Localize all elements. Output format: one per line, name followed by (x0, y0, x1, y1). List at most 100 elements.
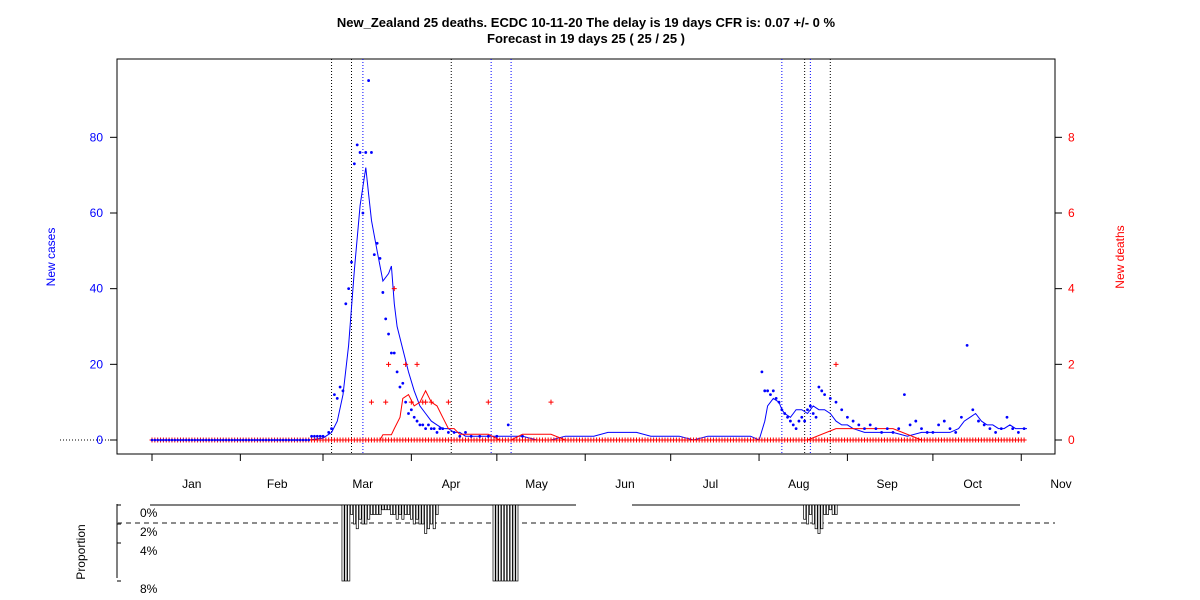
y-axis-right: 0 2 4 6 8 (1055, 130, 1075, 447)
case-point (937, 423, 940, 427)
case-point (828, 396, 832, 400)
case-point (820, 389, 824, 393)
proportion-bar (407, 504, 411, 515)
proportion-bar (387, 504, 391, 511)
case-point (469, 434, 473, 438)
case-point (221, 438, 225, 442)
case-point (914, 419, 918, 423)
case-point (190, 438, 194, 442)
y-right-tick-label: 6 (1068, 206, 1075, 220)
case-point (276, 438, 279, 442)
x-tick-label: May (525, 477, 548, 491)
case-point (310, 434, 313, 438)
x-tick-label: Oct (963, 477, 982, 491)
death-point (833, 361, 839, 367)
case-point (247, 438, 251, 442)
case-point (233, 438, 236, 442)
case-point (338, 385, 342, 389)
proportion-bar (341, 504, 345, 582)
case-point (372, 253, 376, 257)
case-point (954, 431, 958, 434)
y-axis-right-title: New deaths (1113, 225, 1127, 288)
case-point (219, 438, 222, 442)
proportion-axis-title: Proportion (74, 524, 88, 579)
proportion-bar (515, 504, 519, 582)
case-point (347, 287, 351, 291)
y-left-tick-label: 0 (96, 433, 103, 447)
case-point (213, 438, 216, 442)
case-point (341, 389, 345, 393)
case-point (196, 438, 199, 442)
case-point (164, 438, 168, 442)
case-point (931, 431, 935, 434)
case-point (447, 431, 450, 434)
chart-title: New_Zealand 25 deaths. ECDC 10-11-20 The… (337, 15, 836, 30)
case-point (375, 241, 379, 245)
case-point (1005, 415, 1009, 419)
case-point (216, 438, 219, 442)
case-point (885, 427, 889, 431)
case-point (256, 438, 259, 442)
x-tick-label: Jul (703, 477, 718, 491)
proportion-bar (817, 504, 821, 534)
proportion-bar (415, 504, 419, 520)
proportion-bar (358, 504, 362, 520)
death-point (408, 399, 414, 405)
case-point (840, 408, 844, 412)
case-point (395, 370, 399, 374)
case-point (452, 431, 456, 434)
proportion-bar (364, 504, 368, 525)
case-point (241, 438, 245, 442)
x-tick-label: Mar (352, 477, 373, 491)
case-point (333, 393, 336, 396)
proportion-bar (347, 504, 351, 582)
case-point (227, 438, 231, 442)
proportion-bar (826, 504, 830, 515)
x-tick-label: Aug (788, 477, 809, 491)
case-point (173, 438, 177, 442)
case-point (267, 438, 271, 442)
case-point (971, 408, 975, 412)
case-point (153, 438, 157, 442)
case-point (330, 427, 333, 431)
proportion-bar (495, 504, 499, 582)
case-point (834, 400, 838, 404)
case-point (427, 423, 430, 427)
case-point (763, 389, 767, 393)
case-point (390, 351, 393, 355)
y-right-tick-label: 2 (1068, 357, 1075, 371)
y-right-tick-label: 4 (1068, 282, 1075, 296)
x-tick-label: Apr (442, 477, 461, 491)
case-point (182, 438, 185, 442)
case-point (344, 302, 348, 306)
death-point (423, 399, 429, 405)
case-point (441, 427, 445, 431)
x-tick-label: Jun (615, 477, 634, 491)
case-point (187, 438, 191, 442)
case-point (321, 434, 325, 438)
case-point (264, 438, 268, 442)
case-point (361, 211, 365, 215)
proportion-bar (432, 504, 436, 530)
case-point (244, 438, 248, 442)
case-point (797, 419, 801, 423)
proportion-bar (395, 504, 399, 520)
case-point (287, 438, 291, 442)
proportion-bar (814, 504, 818, 530)
case-point (880, 431, 883, 434)
y-right-tick-label: 8 (1068, 130, 1075, 144)
death-point (428, 399, 434, 405)
case-point (404, 400, 408, 404)
case-point (207, 438, 211, 442)
case-point (387, 332, 390, 336)
case-point (335, 396, 339, 400)
y-right-tick-label: 0 (1068, 433, 1075, 447)
case-point (358, 151, 362, 154)
case-point (982, 423, 986, 427)
case-point (803, 419, 807, 423)
case-point (367, 79, 370, 82)
proportion-bar (381, 504, 385, 511)
proportion-bar (353, 504, 356, 525)
case-point (378, 256, 382, 260)
case-point (239, 438, 242, 442)
